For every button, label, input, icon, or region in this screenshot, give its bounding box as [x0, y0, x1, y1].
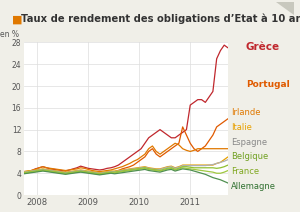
Text: en %: en %: [0, 30, 19, 39]
Text: Portugal: Portugal: [246, 80, 290, 89]
Text: Grèce: Grèce: [246, 42, 280, 52]
Polygon shape: [276, 2, 294, 15]
Text: Italie: Italie: [231, 123, 252, 132]
Text: Allemagne: Allemagne: [231, 182, 276, 191]
Text: Belgique: Belgique: [231, 152, 268, 161]
Text: Irlande: Irlande: [231, 108, 260, 117]
Text: Espagne: Espagne: [231, 138, 267, 146]
Text: Taux de rendement des obligations d’Etat à 10 ans: Taux de rendement des obligations d’Etat…: [21, 14, 300, 24]
Text: ■: ■: [12, 15, 26, 25]
Text: France: France: [231, 167, 259, 176]
